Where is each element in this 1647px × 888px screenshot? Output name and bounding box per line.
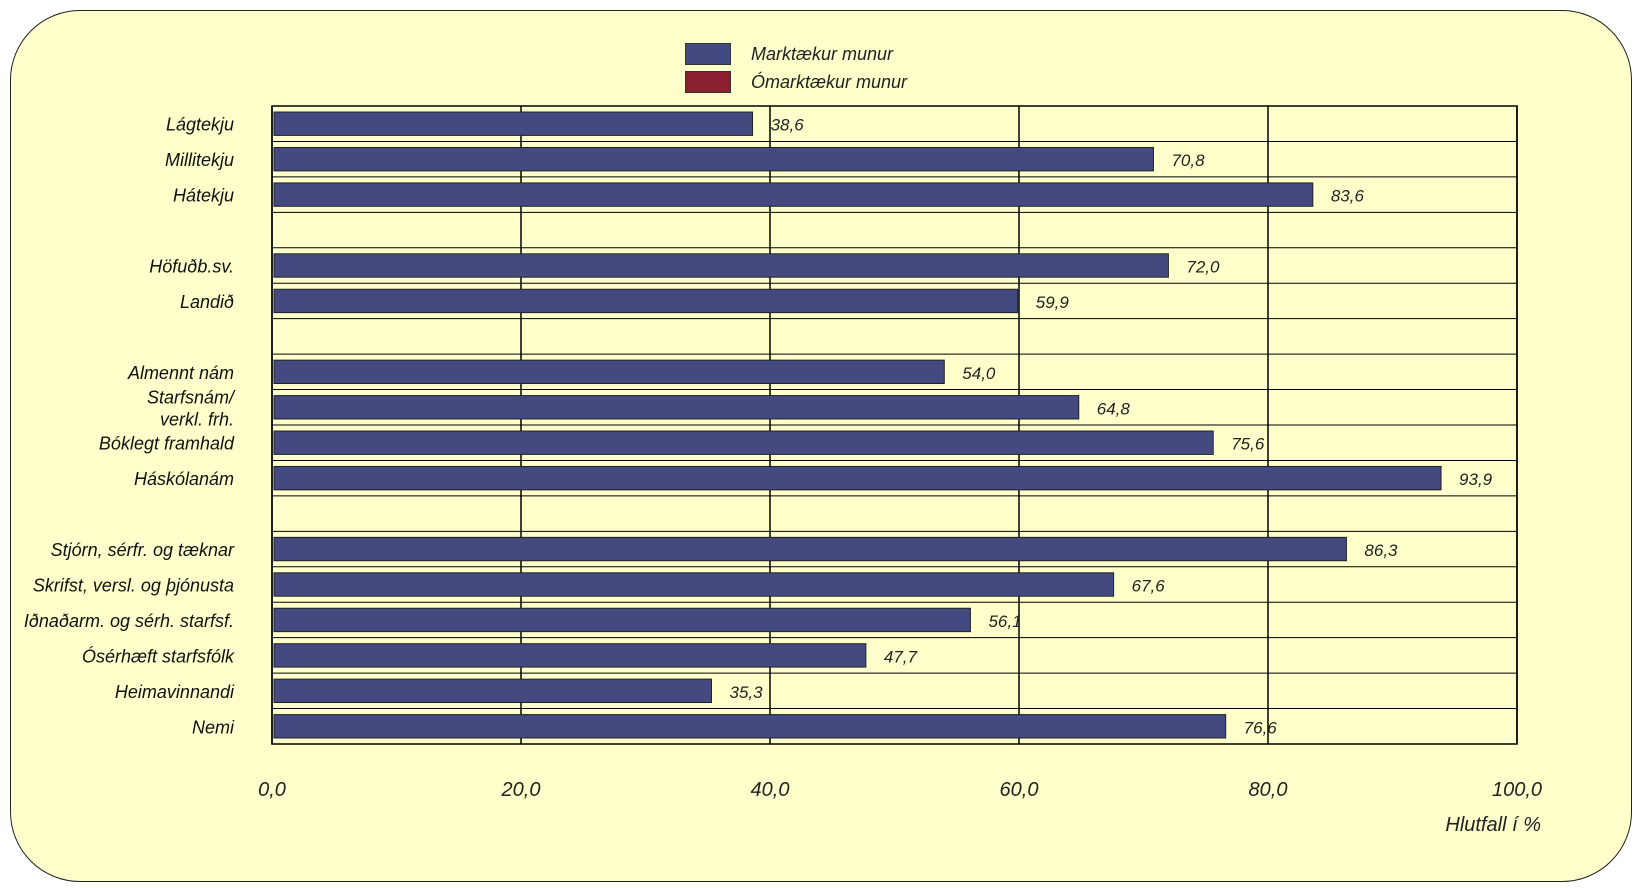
- legend-swatch-nonsignificant: [685, 71, 731, 93]
- bar: [273, 643, 867, 668]
- bar: [273, 395, 1080, 420]
- bar: [273, 536, 1347, 562]
- category-label: Nemi: [192, 717, 235, 737]
- category-label: Hátekju: [173, 186, 234, 206]
- category-label: Heimavinnandi: [115, 682, 235, 702]
- chart-panel: Marktækur munur Ómarktækur munur 38,6 Lág…: [10, 10, 1632, 882]
- bar: [273, 465, 1442, 491]
- bar: [273, 607, 971, 633]
- bar-value-label: 72,0: [1186, 258, 1220, 277]
- bar-value-label: 59,9: [1036, 293, 1070, 312]
- x-tick-label: 60,0: [1000, 779, 1039, 801]
- category-label: Bóklegt framhald: [99, 434, 235, 454]
- x-axis-label: Hlutfall í %: [1445, 814, 1541, 836]
- bar-value-label: 35,3: [729, 683, 763, 702]
- bar-value-label: 64,8: [1097, 399, 1131, 418]
- category-label: Háskólanám: [134, 469, 234, 489]
- x-tick-label: 80,0: [1249, 779, 1288, 801]
- category-label: Ósérhæft starfsfólk: [82, 645, 235, 666]
- x-tick-label: 40,0: [751, 779, 790, 801]
- bar-value-label: 76,6: [1244, 718, 1278, 737]
- bar-value-label: 70,8: [1171, 151, 1205, 170]
- category-label: Skrifst, versl. og þjónusta: [33, 576, 234, 596]
- bar: [273, 430, 1214, 455]
- bar-chart: 38,6 Lágtekju 70,8 Millitekju 83,6 Hátekju 72,…: [24, 105, 1542, 836]
- category-label: Starfsnám/verkl. frh.: [147, 387, 236, 429]
- x-tick-label: 20,0: [501, 779, 541, 801]
- legend-swatch-significant: [685, 43, 731, 65]
- bar: [273, 572, 1115, 597]
- bar-value-label: 47,7: [884, 647, 918, 666]
- category-label: Almennt nám: [127, 363, 234, 383]
- legend-label-significant: Marktækur munur: [751, 43, 894, 64]
- legend-item-significant: Marktækur munur: [685, 43, 893, 65]
- bar-value-label: 54,0: [962, 364, 996, 383]
- legend-label-nonsignificant: Ómarktækur munur: [751, 71, 908, 92]
- bar: [273, 714, 1227, 739]
- category-label: Stjórn, sérfr. og tæknar: [51, 540, 235, 560]
- bar-value-label: 38,6: [771, 116, 805, 135]
- bar-value-label: 93,9: [1459, 470, 1493, 489]
- category-label: Höfuðb.sv.: [149, 257, 234, 277]
- category-label: Lágtekju: [166, 115, 234, 135]
- bar-value-label: 83,6: [1331, 187, 1365, 206]
- x-tick-label: 100,0: [1492, 779, 1542, 801]
- legend-item-nonsignificant: Ómarktækur munur: [685, 71, 907, 93]
- bar: [273, 288, 1019, 314]
- bar: [273, 146, 1154, 172]
- bar: [273, 678, 712, 704]
- x-tick-label: 0,0: [258, 779, 286, 801]
- bar-value-label: 86,3: [1364, 541, 1398, 560]
- category-label: Iðnaðarm. og sérh. starfsf.: [24, 611, 234, 631]
- bar-value-label: 67,6: [1132, 577, 1166, 596]
- bar: [273, 359, 945, 385]
- category-label: Landið: [180, 292, 234, 312]
- bar: [273, 182, 1314, 207]
- bar-value-label: 75,6: [1231, 435, 1265, 454]
- bar-value-label: 56,1: [988, 612, 1021, 631]
- bar: [273, 111, 754, 136]
- category-label: Millitekju: [165, 150, 234, 170]
- bar: [273, 253, 1169, 278]
